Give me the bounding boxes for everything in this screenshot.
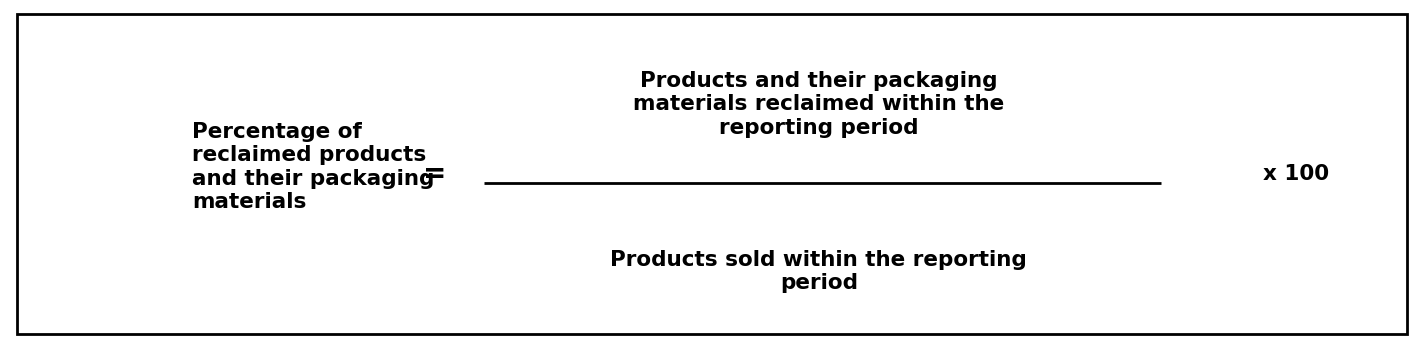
Text: Products and their packaging
materials reclaimed within the
reporting period: Products and their packaging materials r… [634, 71, 1004, 137]
Text: Percentage of
reclaimed products
and their packaging
materials: Percentage of reclaimed products and the… [192, 122, 434, 212]
Text: x 100: x 100 [1263, 164, 1329, 184]
FancyBboxPatch shape [17, 14, 1407, 334]
Text: Products sold within the reporting
period: Products sold within the reporting perio… [611, 250, 1027, 293]
Text: =: = [423, 160, 446, 188]
